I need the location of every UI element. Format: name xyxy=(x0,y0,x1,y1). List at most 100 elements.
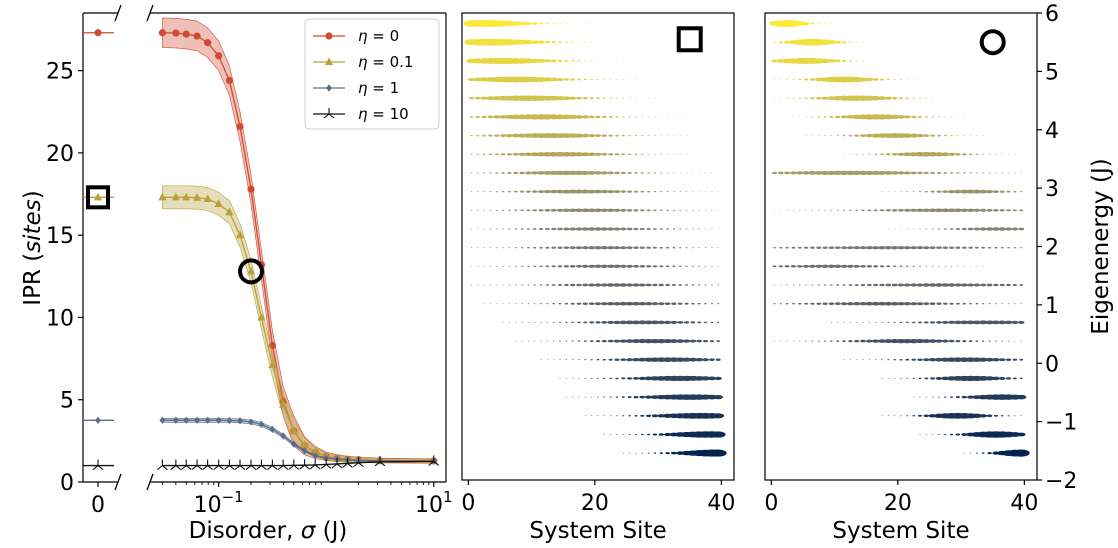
data-point xyxy=(182,30,190,38)
eigenstate-row xyxy=(772,264,984,268)
eigenstate-dot xyxy=(794,21,806,26)
eigenstate-dot xyxy=(840,246,848,250)
eigenstate-dot xyxy=(873,265,879,268)
eigenstate-dot xyxy=(923,302,930,306)
eigenstate-dot xyxy=(568,189,578,194)
eigenstate-dot xyxy=(613,246,621,250)
eigenstate-dot xyxy=(1014,340,1016,342)
eigenstate-dot xyxy=(600,227,609,231)
y-tick-label: −1 xyxy=(1045,411,1077,436)
circle-marker-annotation xyxy=(979,29,1006,56)
eigenstate-dot xyxy=(1019,377,1023,380)
eigenstate-dot xyxy=(626,246,633,250)
eigenstate-dot xyxy=(970,135,972,136)
eigenstate-dot xyxy=(710,431,726,438)
eigenstate-dot xyxy=(860,284,866,286)
eigenstate-dot xyxy=(1000,246,1004,249)
eigenstate-dot xyxy=(856,322,858,323)
eigenstate-dot xyxy=(921,339,931,344)
data-point xyxy=(299,459,310,470)
eigenstate-dot xyxy=(593,208,603,213)
eigenstate-dot xyxy=(543,170,552,175)
eigenstate-dot xyxy=(483,303,485,305)
eigenstate-dot xyxy=(973,227,981,231)
eigenstate-dot xyxy=(600,302,608,306)
eigenstate-dot xyxy=(677,321,684,324)
eigenstate-dot xyxy=(685,228,688,230)
eigenstate-dot xyxy=(804,97,808,99)
eigenstate-dot xyxy=(783,40,791,44)
eigenstate-dot xyxy=(936,190,942,193)
series-2 xyxy=(83,416,437,465)
eigenstate-dot xyxy=(671,284,676,286)
eigenstate-row xyxy=(773,95,946,101)
eigenstate-dot xyxy=(679,172,681,174)
data-point xyxy=(191,459,203,470)
eigenstate-dot xyxy=(896,115,906,119)
eigenstate-row xyxy=(470,264,719,268)
eigenstate-row xyxy=(559,375,722,382)
eigenstate-dot xyxy=(704,265,707,267)
eigenstate-row xyxy=(515,338,720,344)
eigenstate-dot xyxy=(587,189,597,194)
eigenstate-dot xyxy=(1001,340,1003,342)
eigenstate-dot xyxy=(614,358,620,361)
eigenstate-dot xyxy=(915,339,925,344)
data-point xyxy=(353,456,364,468)
eigenstate-dot xyxy=(1007,153,1010,155)
eigenstate-dot xyxy=(972,189,982,194)
eigenstate-dot xyxy=(666,191,669,193)
eigenstate-dot xyxy=(641,135,644,137)
eigenstate-dot xyxy=(489,228,492,230)
eigenstate-dot xyxy=(906,228,908,230)
eigenstate-dot xyxy=(773,79,776,80)
eigenstate-dot xyxy=(619,301,628,306)
legend-label: η = 1 xyxy=(358,79,399,97)
eigenstate-dot xyxy=(773,284,776,286)
eigenstate-dot xyxy=(625,320,634,325)
eigenstate-dot xyxy=(865,77,874,82)
eigenstate-dot xyxy=(581,208,590,213)
data-point xyxy=(280,432,287,440)
eigenstate-dot xyxy=(698,284,701,286)
eigenstate-dot xyxy=(525,190,531,193)
eigenstate-dot xyxy=(470,228,473,230)
eigenstate-dot xyxy=(1020,172,1022,174)
eigenstate-dot xyxy=(992,190,999,193)
eigenstate-dot xyxy=(785,246,789,249)
eigenstate-dot xyxy=(962,172,966,174)
eigenstate-dot xyxy=(508,247,511,249)
eigenstate-dot xyxy=(683,321,690,324)
eigenstate-dot xyxy=(877,96,887,101)
eigenstate-dot xyxy=(632,357,640,362)
eigenstate-dot xyxy=(931,116,934,118)
eigenstate-dot xyxy=(960,320,969,325)
eigenstate-dot xyxy=(809,78,816,81)
eigenstate-dot xyxy=(488,134,493,137)
eigenstate-row xyxy=(919,431,1026,438)
eigenstate-dot xyxy=(853,264,860,268)
eigenstate-dot xyxy=(923,246,930,250)
eigenstate-dot xyxy=(840,115,848,119)
eigenstate-dot xyxy=(672,228,676,230)
eigenstate-dot xyxy=(923,171,929,175)
eigenstate-dot xyxy=(970,265,972,267)
eigenstate-row xyxy=(913,394,1027,400)
eigenstate-dot xyxy=(621,153,626,156)
eigenstate-dot xyxy=(641,116,644,118)
eigenstate-dot xyxy=(520,209,524,212)
eigenstate-dot xyxy=(942,190,949,193)
eigenstate-row xyxy=(786,114,965,120)
eigenstate-dot xyxy=(489,265,492,267)
eigenstate-dot xyxy=(496,303,498,305)
eigenstate-row xyxy=(805,133,984,139)
eigenstate-dot xyxy=(558,302,562,305)
eigenstate-dot xyxy=(641,97,643,99)
eigenstate-dot xyxy=(607,190,615,194)
eigenstate-dot xyxy=(581,264,589,268)
eigenstate-dot xyxy=(587,170,597,175)
eigenstate-dot xyxy=(477,265,479,267)
data-point-stroke xyxy=(314,464,321,470)
eigenstate-dot xyxy=(580,189,590,194)
eigenstate-dot xyxy=(628,415,631,417)
